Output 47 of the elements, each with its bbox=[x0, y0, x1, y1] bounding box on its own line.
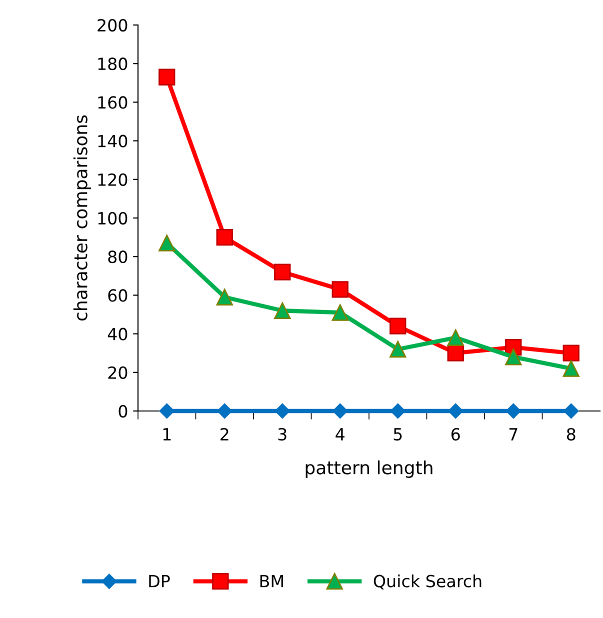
point bbox=[274, 302, 291, 319]
x-tick-label: 1 bbox=[163, 428, 171, 440]
x-tick-label: 4 bbox=[336, 428, 344, 440]
point bbox=[274, 264, 291, 280]
point bbox=[332, 281, 348, 298]
y-tick-label: 0 bbox=[118, 404, 128, 418]
x-axis-title: pattern length bbox=[306, 460, 432, 478]
point bbox=[274, 403, 290, 419]
point bbox=[564, 403, 579, 419]
y-tick-label: 120 bbox=[98, 173, 128, 186]
point bbox=[216, 228, 233, 246]
point bbox=[448, 403, 464, 419]
point bbox=[216, 288, 233, 306]
y-axis-title: character comparisons bbox=[73, 115, 91, 321]
point bbox=[390, 403, 406, 419]
x-tick-label: 3 bbox=[278, 428, 286, 441]
legend-label: Quick Search bbox=[374, 574, 482, 590]
y-tick-label: 40 bbox=[108, 328, 128, 340]
legend-label: DP bbox=[149, 575, 170, 588]
y-tick-label: 140 bbox=[98, 134, 128, 148]
point bbox=[159, 403, 174, 419]
y-tick-label: 60 bbox=[108, 289, 128, 302]
point bbox=[562, 344, 580, 362]
point bbox=[390, 318, 406, 334]
legend-label: BM bbox=[260, 575, 283, 588]
point bbox=[562, 360, 580, 377]
y-tick-label: 180 bbox=[98, 58, 128, 70]
y-tick-label: 200 bbox=[98, 18, 128, 32]
x-tick-label: 8 bbox=[566, 428, 576, 441]
point bbox=[390, 340, 406, 358]
point bbox=[505, 348, 522, 366]
point bbox=[447, 344, 464, 362]
point bbox=[332, 403, 348, 419]
y-tick-label: 160 bbox=[98, 96, 128, 109]
point bbox=[332, 304, 348, 321]
point bbox=[447, 329, 464, 346]
x-tick-label: 5 bbox=[394, 428, 402, 441]
point bbox=[158, 234, 176, 252]
y-tick-label: 80 bbox=[108, 250, 128, 264]
y-tick-label: 100 bbox=[98, 212, 128, 225]
x-tick-label: 2 bbox=[220, 428, 228, 440]
point bbox=[506, 403, 521, 419]
point bbox=[217, 403, 232, 419]
y-tick-label: 20 bbox=[108, 366, 128, 379]
x-tick-label: 7 bbox=[509, 428, 518, 440]
x-tick-label: 6 bbox=[451, 428, 460, 441]
point bbox=[158, 68, 176, 86]
